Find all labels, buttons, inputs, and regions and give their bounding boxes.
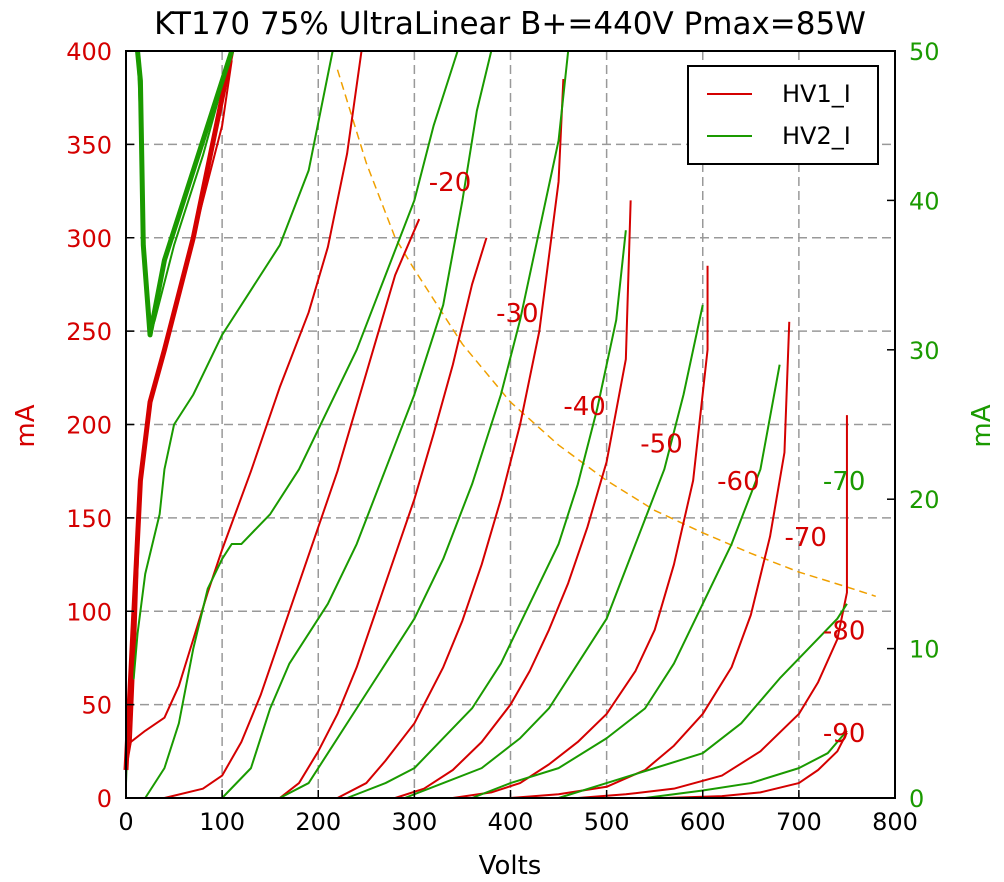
- x-tick-label: 600: [680, 808, 726, 836]
- x-tick-label: 0: [118, 808, 133, 836]
- hv1-curve-2: [164, 218, 421, 799]
- right-tick-label: 20: [909, 486, 940, 514]
- left-tick-label: 50: [81, 692, 112, 720]
- left-axis-label: mA: [11, 404, 41, 447]
- hv1-curve-3: [279, 237, 488, 799]
- right-tick-label: 10: [909, 636, 940, 664]
- right-tick-label: 50: [909, 38, 940, 66]
- x-tick-label: 200: [295, 808, 341, 836]
- grid-voltage-label-8: -90: [823, 719, 865, 749]
- left-tick-label: 0: [97, 785, 112, 813]
- grid-voltage-label-4: -60: [717, 467, 759, 497]
- right-tick-label: 40: [909, 187, 940, 215]
- hv2-curve-2: [144, 50, 459, 799]
- left-tick-label: 300: [66, 225, 112, 253]
- x-axis-ticks: 0 100 200 300 400 500 600 700 800: [118, 790, 918, 836]
- hv2-curve-5: [346, 230, 627, 799]
- legend-label-hv1: HV1_I: [782, 80, 851, 108]
- legend: HV1_I HV2_I: [687, 65, 879, 165]
- x-tick-label: 300: [391, 808, 437, 836]
- legend-box: [687, 65, 879, 165]
- hv2-curve-1: [125, 50, 334, 784]
- hv1-curve-4: [337, 78, 565, 799]
- right-tick-label: 30: [909, 337, 940, 365]
- left-axis-ticks: 0 50 100 150 200 250 300 350 400: [66, 38, 134, 813]
- left-tick-label: 200: [66, 412, 112, 440]
- curve-set: [125, 50, 848, 799]
- left-tick-label: 150: [66, 505, 112, 533]
- hv1-curve-8: [577, 415, 848, 799]
- legend-label-hv2: HV2_I: [782, 122, 851, 150]
- x-tick-label: 800: [872, 808, 918, 836]
- grid-voltage-label-0: -20: [429, 168, 471, 198]
- thick-curve-set: [123, 50, 235, 771]
- right-axis-ticks: 0 10 20 30 40 50: [887, 38, 940, 813]
- annotation-set: -20 -30 -40 -50 -60 -70 -70 -80 -90: [429, 168, 866, 749]
- x-tick-label: 500: [584, 808, 630, 836]
- x-tick-label: 700: [776, 808, 822, 836]
- left-tick-label: 250: [66, 318, 112, 346]
- right-tick-label: 0: [909, 785, 924, 813]
- hv1-curve-1: [125, 50, 363, 761]
- grid-voltage-label-5: -70: [784, 523, 826, 553]
- hv1-thick-line: [123, 50, 235, 771]
- hv1-curve-5: [394, 200, 632, 799]
- hv2-curve-6: [404, 304, 704, 799]
- x-axis-label: Volts: [479, 851, 542, 881]
- x-tick-label: 100: [199, 808, 245, 836]
- hv2-thick-line: [135, 50, 235, 338]
- hv2-curve-7: [471, 364, 781, 799]
- grid-voltage-label-2: -40: [563, 392, 605, 422]
- hv2-curve-9: [644, 730, 848, 799]
- hv2-curve-4: [279, 50, 570, 799]
- hv1-curve-7: [510, 321, 791, 799]
- right-axis-label: mA: [967, 404, 997, 447]
- left-tick-label: 100: [66, 598, 112, 626]
- grid-lines: [126, 51, 895, 798]
- hv2-curve-8: [558, 603, 848, 799]
- grid-voltage-label-6: -70: [823, 467, 865, 497]
- x-tick-label: 400: [488, 808, 534, 836]
- left-tick-label: 400: [66, 38, 112, 66]
- chart-title: KT170 75% UltraLinear B+=440V Pmax=85W: [154, 6, 866, 42]
- grid-voltage-label-3: -50: [640, 430, 682, 460]
- hv1-curve-6: [452, 265, 709, 799]
- grid-voltage-label-1: -30: [496, 299, 538, 329]
- grid-voltage-label-7: -80: [823, 616, 865, 646]
- hv1-curve-9: [664, 732, 848, 799]
- left-tick-label: 350: [66, 131, 112, 159]
- hv2-curve-3: [221, 50, 493, 799]
